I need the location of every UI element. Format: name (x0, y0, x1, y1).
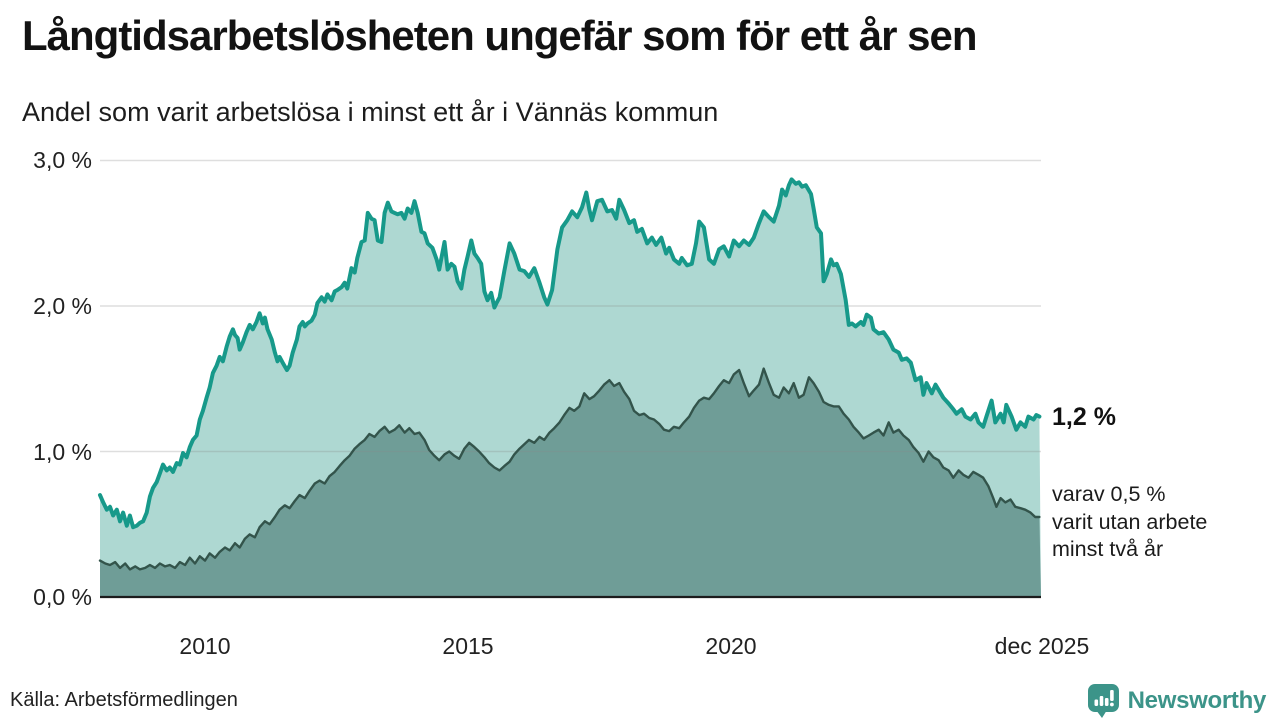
newsworthy-logo-icon (1087, 684, 1119, 718)
chart-subtitle: Andel som varit arbetslösa i minst ett å… (22, 97, 719, 127)
y-tick-1: 1,0 % (33, 439, 92, 465)
source-attribution: Källa: Arbetsförmedlingen (10, 689, 238, 711)
note-line-3: minst två år (1052, 537, 1164, 561)
x-tick-2010: 2010 (179, 633, 231, 659)
newsworthy-logo-text: Newsworthy (1127, 687, 1267, 714)
newsworthy-logo: Newsworthy (1087, 683, 1266, 719)
x-tick-2015: 2015 (442, 633, 494, 659)
x-tick-dec-2025: dec 2025 (994, 633, 1090, 659)
y-tick-3: 3,0 % (33, 147, 92, 173)
series-line-unemployed-1yr (98, 177, 1042, 530)
area-fill-unemployed-2yr (100, 368, 1041, 597)
note-line-1: varav 0,5 % (1052, 482, 1166, 506)
x-tick-2020: 2020 (705, 633, 757, 659)
gridlines (100, 159, 1041, 453)
series-end-value-label: 1,2 % (1052, 403, 1116, 431)
note-line-2: varit utan arbete (1052, 509, 1208, 534)
y-tick-0: 0,0 % (33, 584, 92, 610)
page-title: Långtidsarbetslösheten ungefär som för e… (22, 12, 978, 59)
series-note-annotation: varav 0,5 % varit utan arbete minst två … (1052, 481, 1207, 564)
y-tick-2: 2,0 % (33, 293, 92, 319)
series-line-unemployed-2yr (98, 367, 1041, 571)
